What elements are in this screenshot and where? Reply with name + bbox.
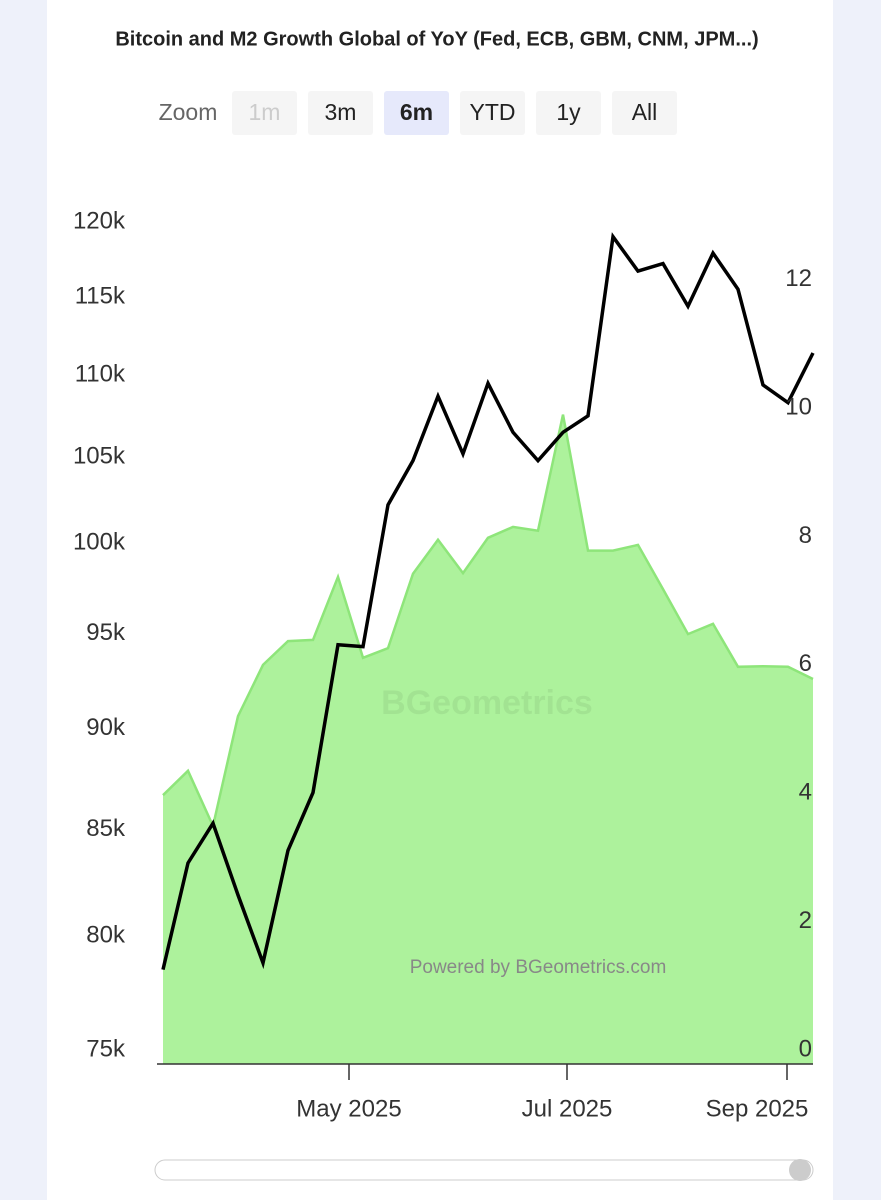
zoom-button[interactable]	[612, 91, 677, 135]
y2-tick-label: 10	[785, 393, 812, 420]
y-tick-label: 95k	[86, 619, 126, 646]
zoom-button-label[interactable]: All	[632, 99, 658, 125]
zoom-button[interactable]	[384, 91, 449, 135]
zoom-button-label[interactable]: YTD	[470, 99, 516, 125]
y-tick-label: 75k	[86, 1035, 126, 1062]
zoom-buttons: 1m 3m 6m YTD 1y All	[232, 91, 677, 135]
y-tick-label: 80k	[86, 922, 126, 949]
zoom-button[interactable]	[536, 91, 601, 135]
plot: 75k 80k 85k 90k 95k 100k 105k 110k 115k 120k 0 2 4 6 8…	[73, 207, 815, 1122]
zoom-button[interactable]	[232, 91, 297, 135]
zoom-button-label[interactable]: 6m	[400, 99, 433, 125]
x-tick-label: Jul 2025	[522, 1095, 613, 1122]
y-tick-label: 105k	[73, 443, 126, 470]
area-outline	[162, 414, 814, 830]
scrollbar-thumb[interactable]	[789, 1159, 811, 1181]
y-tick-label: 85k	[86, 815, 126, 842]
x-tick-label: Sep 2025	[706, 1095, 809, 1122]
area	[163, 414, 813, 1065]
y-tick-label: 120k	[73, 207, 126, 234]
zoom-button[interactable]	[460, 91, 525, 135]
chart-title: Bitcoin and M2 Growth Global of YoY (Fed…	[115, 28, 758, 50]
zoom-button-label[interactable]: 1m	[249, 99, 281, 125]
y2-tick-label: 4	[799, 779, 812, 806]
scrollbar[interactable]	[154, 1159, 814, 1181]
y-tick-label: 90k	[86, 714, 126, 741]
x-tick-label: May 2025	[296, 1095, 401, 1122]
zoom-button[interactable]	[308, 91, 373, 135]
watermark: BGeometrics	[381, 684, 593, 722]
y2-tick-label: 8	[799, 522, 812, 549]
y2-tick-label: 6	[799, 650, 812, 677]
zoom-button-label[interactable]: 1y	[556, 99, 581, 125]
zoom-label: Zoom	[159, 99, 218, 125]
y2-tick-label: 2	[799, 907, 812, 934]
y-tick-label: 100k	[73, 529, 126, 556]
y-tick-label: 115k	[75, 282, 126, 309]
y-tick-label: 110k	[75, 361, 126, 388]
y2-tick-label: 12	[785, 265, 812, 292]
y2-tick-label: 0	[799, 1035, 812, 1062]
zoom-button-label[interactable]: 3m	[325, 99, 357, 125]
credit: Powered by BGeometrics.com	[410, 957, 667, 978]
line	[161, 232, 815, 970]
